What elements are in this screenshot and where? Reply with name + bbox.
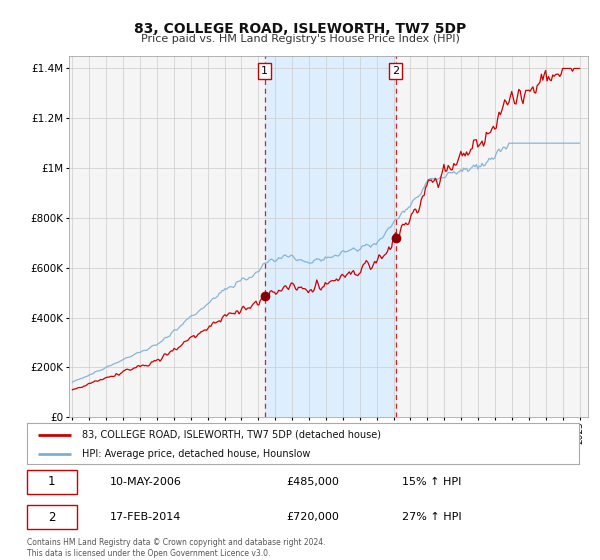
Text: 2: 2 xyxy=(48,511,56,524)
Text: This data is licensed under the Open Government Licence v3.0.: This data is licensed under the Open Gov… xyxy=(27,549,271,558)
FancyBboxPatch shape xyxy=(27,470,77,494)
Text: 1: 1 xyxy=(48,475,56,488)
Text: HPI: Average price, detached house, Hounslow: HPI: Average price, detached house, Houn… xyxy=(82,449,311,459)
Text: 10-MAY-2006: 10-MAY-2006 xyxy=(110,477,182,487)
Text: Contains HM Land Registry data © Crown copyright and database right 2024.: Contains HM Land Registry data © Crown c… xyxy=(27,539,325,548)
Text: £720,000: £720,000 xyxy=(286,512,340,522)
Text: 2: 2 xyxy=(392,66,399,76)
Text: 15% ↑ HPI: 15% ↑ HPI xyxy=(403,477,462,487)
Text: 1: 1 xyxy=(261,66,268,76)
Text: 17-FEB-2014: 17-FEB-2014 xyxy=(110,512,181,522)
FancyBboxPatch shape xyxy=(27,505,77,529)
Text: 83, COLLEGE ROAD, ISLEWORTH, TW7 5DP (detached house): 83, COLLEGE ROAD, ISLEWORTH, TW7 5DP (de… xyxy=(82,430,381,440)
Text: £485,000: £485,000 xyxy=(286,477,340,487)
Bar xyxy=(265,56,395,417)
Text: Price paid vs. HM Land Registry's House Price Index (HPI): Price paid vs. HM Land Registry's House … xyxy=(140,34,460,44)
Text: 83, COLLEGE ROAD, ISLEWORTH, TW7 5DP: 83, COLLEGE ROAD, ISLEWORTH, TW7 5DP xyxy=(134,22,466,36)
Text: 27% ↑ HPI: 27% ↑ HPI xyxy=(403,512,462,522)
